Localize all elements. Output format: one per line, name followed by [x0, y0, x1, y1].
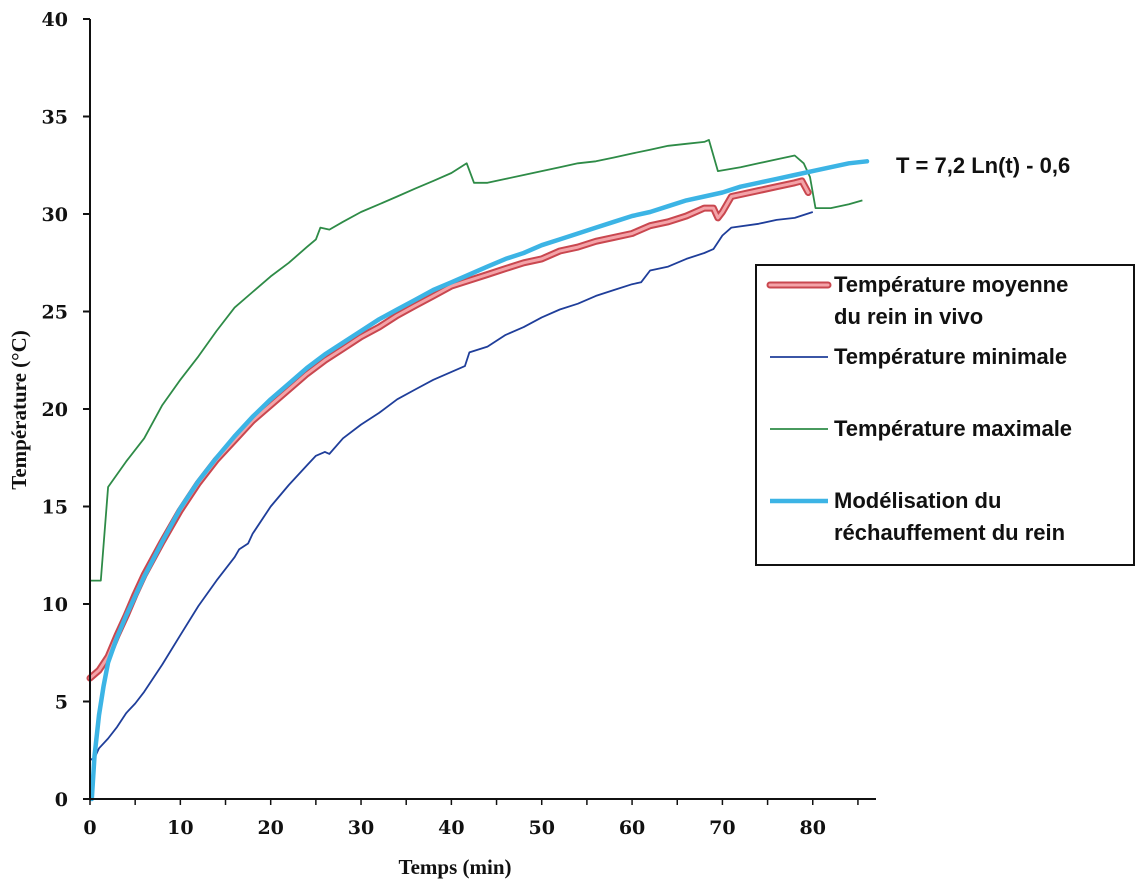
x-axis-title: Temps (min): [399, 855, 512, 879]
x-tick-label: 30: [348, 817, 374, 839]
x-tick-label: 50: [528, 817, 554, 839]
x-tick-label: 40: [438, 817, 464, 839]
series-0-outline: [86, 177, 812, 682]
legend-label: réchauffement du rein: [834, 520, 1065, 545]
equation-annotation: T = 7,2 Ln(t) - 0,6: [896, 153, 1070, 178]
y-tick-label: 40: [42, 9, 68, 31]
x-tick-label: 70: [709, 817, 735, 839]
legend-label: Température maximale: [834, 416, 1072, 441]
x-tick-label: 0: [83, 817, 96, 839]
axes: 0 5 10 15 20 25 30 35 40 0 10 20 30 40 50 60 70 80: [42, 9, 876, 839]
y-tick-label: 15: [42, 497, 68, 519]
y-tick-label: 10: [42, 594, 68, 616]
legend-label: du rein in vivo: [834, 304, 983, 329]
y-tick-label: 20: [42, 399, 68, 421]
legend-label: Température minimale: [834, 344, 1067, 369]
legend-box: [755, 264, 1135, 566]
x-tick-label: 10: [167, 817, 193, 839]
x-tick-label: 80: [800, 817, 826, 839]
series-layer: [86, 138, 870, 802]
y-tick-label: 35: [42, 107, 68, 129]
series-1-line: [89, 211, 814, 761]
y-axis-title: Température (°C): [7, 330, 31, 489]
series-2-line: [90, 138, 863, 582]
y-tick-label: 25: [42, 302, 68, 324]
legend-label: Modélisation du: [834, 488, 1001, 513]
series-0-line: [88, 179, 810, 680]
y-tick-label: 30: [42, 204, 68, 226]
legend-label: Température moyenne: [834, 272, 1068, 297]
x-tick-label: 60: [619, 817, 645, 839]
y-tick-label: 0: [55, 789, 68, 811]
series-3-line: [89, 159, 870, 802]
y-tick-label: 5: [55, 692, 68, 714]
legend: Température moyenne du rein in vivo Tempér…: [755, 264, 1135, 566]
x-tick-label: 20: [257, 817, 283, 839]
